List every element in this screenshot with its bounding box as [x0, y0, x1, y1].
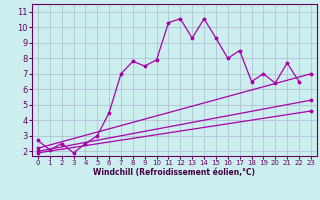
X-axis label: Windchill (Refroidissement éolien,°C): Windchill (Refroidissement éolien,°C) [93, 168, 255, 177]
